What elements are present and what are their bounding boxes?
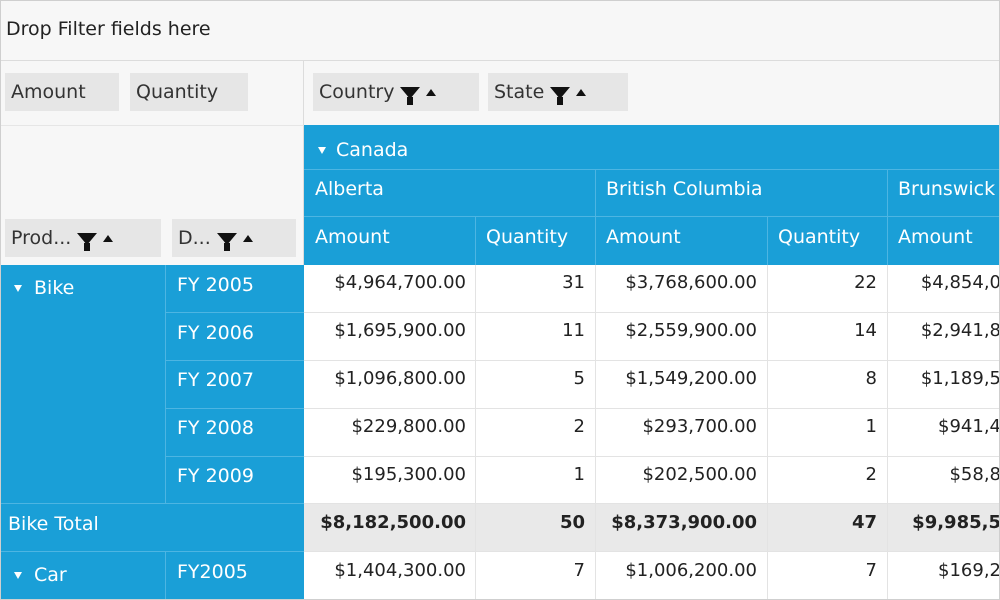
value-cell[interactable]: $202,500.00 [642,464,757,485]
collapse-icon[interactable] [14,285,22,292]
row-field-zone[interactable]: Prod... D... [1,125,304,265]
sort-ascending-icon[interactable] [426,88,437,96]
value-cell[interactable]: $1,189,5 [920,368,1000,389]
value-cell[interactable]: $1,549,200.00 [625,368,757,389]
value-cell[interactable]: $1,096,800.00 [334,368,466,389]
value-cell[interactable]: $1,695,900.00 [334,320,466,341]
row-header-date[interactable]: FY 2007 [177,369,254,391]
value-cell[interactable]: 1 [573,464,585,485]
value-cell[interactable]: 2 [573,416,585,437]
value-cell[interactable]: $58,8 [949,464,1000,485]
value-cell[interactable]: 2 [865,464,877,485]
measure-header-quantity: Quantity [486,226,569,248]
row-header-date[interactable]: FY2005 [177,561,248,583]
sort-ascending-icon[interactable] [103,234,114,242]
column-field-country-label: Country [319,81,395,103]
value-cell[interactable]: 8 [865,368,877,389]
value-field-amount[interactable]: Amount [5,73,119,111]
row-headers: Bike FY 2005 FY 2006 FY 2007 FY 2008 FY … [1,265,304,599]
total-cell[interactable]: 50 [559,512,585,533]
column-field-state-label: State [494,81,545,103]
row-header-date[interactable]: FY 2006 [177,322,254,344]
measure-header-amount: Amount [315,226,390,248]
row-field-date-label: D... [178,227,211,249]
total-cell[interactable]: 47 [851,512,877,533]
column-headers: Canada Alberta British Columbia Brunswic… [304,125,999,265]
column-header-british-columbia[interactable]: British Columbia [606,178,763,200]
value-field-quantity[interactable]: Quantity [130,73,248,111]
value-cell[interactable]: $229,800.00 [351,416,466,437]
value-cell[interactable]: 7 [865,560,877,581]
filter-icon[interactable] [216,233,237,251]
row-header-date[interactable]: FY 2009 [177,465,254,487]
value-cell[interactable]: 7 [573,560,585,581]
column-field-zone[interactable]: Country State [304,61,999,125]
collapse-icon[interactable] [318,147,326,154]
product-label: Bike [34,277,75,299]
filter-drop-label: Drop Filter fields here [6,18,211,40]
total-cell[interactable]: $8,182,500.00 [320,512,466,533]
value-cell[interactable]: $293,700.00 [642,416,757,437]
value-cell[interactable]: 11 [562,320,585,341]
value-field-amount-label: Amount [11,81,86,103]
measure-header-quantity: Quantity [778,226,861,248]
value-cell[interactable]: $195,300.00 [351,464,466,485]
value-cell[interactable]: $1,404,300.00 [334,560,466,581]
filter-drop-area[interactable]: Drop Filter fields here [1,1,999,61]
product-label: Car [34,564,67,586]
column-header-brunswick[interactable]: Brunswick [898,178,996,200]
measure-header-amount: Amount [606,226,681,248]
column-field-country[interactable]: Country [313,73,479,111]
value-cell[interactable]: $1,006,200.00 [625,560,757,581]
row-field-date[interactable]: D... [172,219,296,257]
row-header-bike-total: Bike Total [8,513,99,535]
value-cell[interactable]: $2,941,8 [920,320,1000,341]
column-field-state[interactable]: State [488,73,628,111]
row-field-product[interactable]: Prod... [5,219,161,257]
value-cell[interactable]: 1 [865,416,877,437]
filter-icon[interactable] [550,87,571,105]
value-cell[interactable]: $2,559,900.00 [625,320,757,341]
filter-icon[interactable] [77,233,98,251]
row-header-date[interactable]: FY 2005 [177,274,254,296]
total-cell[interactable]: $8,373,900.00 [611,512,757,533]
row-header-bike[interactable]: Bike [14,277,74,299]
collapse-icon[interactable] [14,572,22,579]
column-header-alberta[interactable]: Alberta [315,178,384,200]
value-cell[interactable]: $169,2 [938,560,1000,581]
measure-header-amount: Amount [898,226,973,248]
value-cell[interactable]: $4,964,700.00 [334,272,466,293]
sort-ascending-icon[interactable] [242,234,253,242]
values-grid: $4,964,700.00 31 $3,768,600.00 22 $4,854… [304,265,1000,599]
value-cell[interactable]: $4,854,0 [920,272,1000,293]
country-label: Canada [336,139,409,161]
column-header-canada[interactable]: Canada [318,139,408,161]
value-cell[interactable]: 14 [854,320,877,341]
total-row-background [304,503,999,551]
values-field-zone[interactable]: Amount Quantity [1,61,304,125]
value-cell[interactable]: $941,4 [938,416,1000,437]
filter-icon[interactable] [400,87,421,105]
value-cell[interactable]: 5 [573,368,585,389]
row-header-date[interactable]: FY 2008 [177,417,254,439]
value-cell[interactable]: 22 [854,272,877,293]
value-cell[interactable]: $3,768,600.00 [625,272,757,293]
sort-ascending-icon[interactable] [576,88,587,96]
value-cell[interactable]: 31 [562,272,585,293]
value-field-quantity-label: Quantity [136,81,219,103]
row-field-product-label: Prod... [11,227,72,249]
total-cell[interactable]: $9,985,5 [912,512,1000,533]
row-header-car[interactable]: Car [14,564,67,586]
